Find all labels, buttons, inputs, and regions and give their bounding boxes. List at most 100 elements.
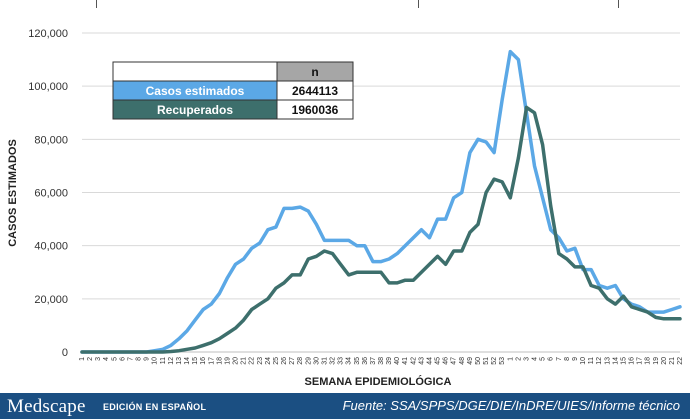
y-tick-label: 20,000 — [34, 294, 68, 306]
x-tick-label: 16 — [200, 357, 207, 365]
series-line-2 — [80, 105, 682, 354]
x-tick-label: 41 — [402, 357, 409, 365]
top-edge-mark — [418, 0, 419, 8]
edition-label: EDICIÓN EN ESPAÑOL — [103, 402, 207, 412]
x-tick-label: 1 — [507, 357, 514, 361]
x-tick-label: 15 — [620, 357, 627, 365]
x-tick-label: 28 — [297, 357, 304, 365]
x-tick-label: 18 — [216, 357, 223, 365]
x-tick-label: 48 — [459, 357, 466, 365]
x-tick-label: 29 — [305, 357, 312, 365]
legend-header-empty — [112, 61, 278, 82]
x-tick-label: 44 — [426, 357, 433, 365]
top-edge-mark — [618, 0, 619, 8]
x-tick-label: 7 — [556, 357, 563, 361]
x-tick-label: 42 — [410, 357, 417, 365]
x-tick-label: 21 — [241, 357, 248, 365]
x-tick-label: 20 — [661, 357, 668, 365]
x-tick-label: 6 — [119, 357, 126, 361]
source-text: Fuente: SSA/SPPS/DGE/DIE/InDRE/UIES/Info… — [342, 398, 680, 413]
legend-row-2-value: 1960036 — [292, 103, 339, 117]
x-tick-label: 36 — [362, 357, 369, 365]
x-tick-label: 53 — [499, 357, 506, 365]
medscape-logo: Medscape — [7, 396, 86, 417]
x-tick-label: 1 — [79, 357, 86, 361]
x-tick-label: 30 — [313, 357, 320, 365]
x-tick-label: 51 — [483, 357, 490, 365]
x-tick-label: 11 — [160, 357, 167, 364]
x-tick-label: 5 — [111, 357, 118, 361]
legend-row-1-value: 2644113 — [292, 84, 338, 98]
x-tick-label: 8 — [564, 357, 571, 361]
x-tick-label: 14 — [184, 357, 191, 365]
y-tick-label: 80,000 — [34, 134, 68, 146]
x-tick-label: 33 — [338, 357, 345, 365]
line-chart: 020,00040,00060,00080,000100,000120,000 … — [7, 28, 684, 388]
legend-row-2-label: Recuperados — [157, 103, 233, 117]
x-axis-label: SEMANA EPIDEMIOLÓGICA — [305, 375, 452, 388]
x-tick-label: 37 — [370, 357, 377, 365]
x-tick-label: 3 — [95, 357, 102, 361]
x-tick-label: 26 — [281, 357, 288, 365]
x-tick-label: 10 — [580, 357, 587, 365]
x-tick-label: 45 — [435, 357, 442, 365]
x-tick-label: 23 — [257, 357, 264, 365]
x-tick-label: 7 — [127, 357, 134, 361]
x-tick-label: 13 — [176, 357, 183, 365]
y-axis-label: CASOS ESTIMADOS — [7, 139, 19, 247]
x-tick-label: 20 — [233, 357, 240, 365]
x-tick-label: 3 — [523, 357, 530, 361]
x-tick-label: 19 — [224, 357, 231, 365]
x-tick-labels: 1 2 3 4 5 6 7 8 9 10 11 12 13 14 15 16 17 18 19 20 21 22 23 24 2… — [79, 357, 684, 365]
x-tick-label: 4 — [532, 357, 539, 361]
x-tick-label: 4 — [103, 357, 110, 361]
x-tick-label: 40 — [394, 357, 401, 365]
x-tick-label: 16 — [629, 357, 636, 365]
x-tick-label: 12 — [596, 357, 603, 365]
y-tick-labels: 0 20,000 40,000 60,000 80,000 100,000 120,000 — [28, 28, 68, 359]
y-tick-label: 120,000 — [28, 28, 68, 40]
x-tick-label: 17 — [208, 357, 215, 365]
x-tick-label: 19 — [653, 357, 660, 365]
x-tick-label: 9 — [572, 357, 579, 361]
x-tick-label: 39 — [386, 357, 393, 365]
x-tick-label: 11 — [588, 357, 595, 364]
x-tick-label: 21 — [669, 357, 676, 365]
legend-row-1-label: Casos estimados — [146, 84, 245, 98]
x-tick-label: 12 — [168, 357, 175, 365]
x-tick-label: 22 — [249, 357, 256, 365]
y-tick-label: 0 — [62, 347, 68, 359]
x-tick-label: 18 — [645, 357, 652, 365]
x-tick-label: 14 — [612, 357, 619, 365]
x-tick-label: 35 — [354, 357, 361, 365]
top-edge-mark — [96, 0, 97, 8]
x-tick-label: 32 — [330, 357, 337, 365]
x-tick-label: 9 — [144, 357, 151, 361]
y-tick-label: 40,000 — [34, 241, 68, 253]
x-tick-label: 10 — [152, 357, 159, 365]
x-tick-label: 38 — [378, 357, 385, 365]
legend-table: n Casos estimados 2644113 Recuperados 19… — [112, 61, 354, 120]
x-tick-label: 24 — [265, 357, 272, 365]
x-tick-label: 22 — [677, 357, 684, 365]
x-tick-label: 27 — [289, 357, 296, 365]
footer-bar: Medscape EDICIÓN EN ESPAÑOL Fuente: SSA/… — [0, 393, 690, 419]
x-tick-label: 2 — [515, 357, 522, 361]
x-tick-label: 6 — [548, 357, 555, 361]
x-tick-label: 34 — [346, 357, 353, 365]
x-tick-label: 49 — [467, 357, 474, 365]
series-lines — [80, 49, 682, 354]
x-tick-label: 46 — [443, 357, 450, 365]
x-tick-label: 25 — [273, 357, 280, 365]
x-tick-label: 17 — [637, 357, 644, 365]
legend-header-text: n — [311, 65, 318, 79]
legend-row-2-value-cell — [276, 99, 354, 120]
x-tick-label: 13 — [604, 357, 611, 365]
y-tick-label: 60,000 — [34, 188, 68, 200]
x-tick-label: 5 — [540, 357, 547, 361]
x-tick-label: 8 — [136, 357, 143, 361]
x-tick-label: 2 — [87, 357, 94, 361]
x-tick-label: 15 — [192, 357, 199, 365]
series-line-1 — [80, 49, 682, 354]
x-tick-label: 50 — [475, 357, 482, 365]
